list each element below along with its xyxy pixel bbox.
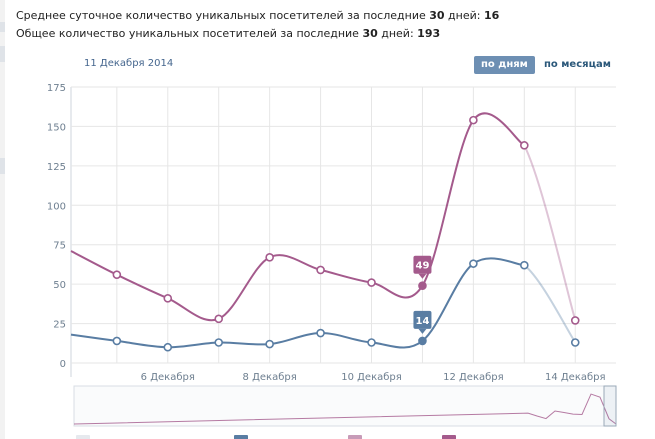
total-days-count: 30 xyxy=(362,27,378,40)
x-tick-label: 6 Декабря xyxy=(141,372,195,383)
x-axis-ticks: 6 Декабря 8 Декабря 10 Декабря 12 Декабря 14… xyxy=(141,372,606,383)
average-daily-unique-visitors: Среднее суточное количество уникальных п… xyxy=(16,9,500,22)
y-tick-label: 175 xyxy=(47,83,66,94)
x-tick-label: 8 Декабря xyxy=(243,372,297,383)
x-tick-label: 14 Декабря xyxy=(545,372,606,383)
data-point xyxy=(163,342,173,352)
data-point xyxy=(112,336,122,346)
y-axis-ticks: 0 25 50 75 100 125 150 175 xyxy=(47,83,66,370)
y-tick-label: 125 xyxy=(47,162,66,173)
legend-marker xyxy=(76,435,90,439)
selected-value-label: 14 xyxy=(415,316,429,327)
data-point xyxy=(163,294,173,303)
data-point xyxy=(469,115,478,125)
data-point xyxy=(469,259,478,268)
y-tick-label: 0 xyxy=(60,359,66,370)
navigator-selection xyxy=(603,385,617,427)
y-tick-label: 50 xyxy=(53,280,66,291)
by-days-button[interactable]: по дням xyxy=(474,56,535,74)
total-unique-visitors: Общее количество уникальных посетителей … xyxy=(16,27,441,40)
average-visitors-value: 16 xyxy=(483,9,500,22)
x-tick-label: 12 Декабря xyxy=(443,372,504,383)
x-tick-label: 10 Декабря xyxy=(341,372,402,383)
data-point xyxy=(570,316,580,325)
series-line-0 xyxy=(70,112,525,322)
y-tick-label: 100 xyxy=(47,201,66,212)
data-point xyxy=(418,336,427,346)
navigator-sparkline xyxy=(73,393,617,425)
data-point xyxy=(316,328,325,338)
legend-marker xyxy=(348,435,362,439)
data-point xyxy=(316,265,325,275)
data-point xyxy=(570,338,580,347)
series-line-tail-1 xyxy=(523,264,577,344)
navigator-frame xyxy=(73,385,617,427)
average-days-count: 30 xyxy=(429,9,445,22)
legend-marker xyxy=(442,435,456,439)
data-point xyxy=(214,338,224,347)
by-months-button[interactable]: по месяцам xyxy=(544,59,611,70)
y-tick-label: 75 xyxy=(53,241,66,252)
chart-series: 49 14 xyxy=(70,112,580,352)
left-edge-strip xyxy=(0,0,5,439)
series-line-tail-0 xyxy=(523,144,577,321)
data-point xyxy=(112,270,122,279)
data-point xyxy=(367,338,376,347)
y-tick-label: 150 xyxy=(47,122,66,133)
legend-marker xyxy=(234,435,248,439)
data-point xyxy=(367,278,376,287)
data-point xyxy=(520,141,529,150)
data-point xyxy=(265,253,274,262)
selected-value-tag: 14 xyxy=(413,310,432,334)
chart-grid xyxy=(70,86,616,377)
series-line-1 xyxy=(70,257,525,349)
data-point xyxy=(265,339,274,349)
selected-value-tag: 49 xyxy=(413,255,432,279)
hover-date-label: 11 Декабря 2014 xyxy=(84,58,174,69)
data-point xyxy=(214,314,224,324)
total-visitors-value: 193 xyxy=(417,27,441,40)
data-point xyxy=(520,260,529,270)
selected-value-label: 49 xyxy=(415,261,429,272)
data-point xyxy=(418,281,427,291)
range-navigator[interactable] xyxy=(73,385,617,439)
y-tick-label: 25 xyxy=(53,320,66,331)
